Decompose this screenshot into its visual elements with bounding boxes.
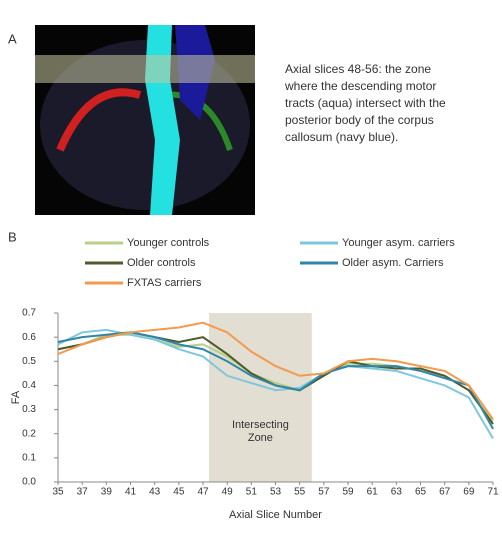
- y-tick-label: 0.6: [22, 332, 36, 343]
- x-tick-label: 39: [101, 487, 113, 498]
- y-tick-label: 0.0: [22, 477, 36, 488]
- y-tick-label: 0.2: [22, 428, 36, 439]
- x-tick-label: 45: [173, 487, 185, 498]
- legend-label: Older asym. Carriers: [342, 257, 444, 269]
- highlight-label: Intersecting: [232, 419, 289, 431]
- x-axis-label: Axial Slice Number: [229, 509, 322, 521]
- caption-line: callosum (navy blue).: [285, 130, 398, 144]
- x-tick-label: 65: [415, 487, 427, 498]
- x-tick-label: 59: [342, 487, 354, 498]
- legend-label: Older controls: [127, 257, 196, 269]
- y-tick-label: 0.1: [22, 452, 36, 463]
- x-tick-label: 41: [125, 487, 137, 498]
- panel-label: B: [8, 229, 17, 244]
- x-tick-label: 53: [270, 487, 282, 498]
- x-tick-label: 49: [222, 487, 234, 498]
- caption-line: tracts (aqua) intersect with the: [285, 96, 446, 110]
- y-tick-label: 0.4: [22, 380, 36, 391]
- x-tick-label: 47: [197, 487, 209, 498]
- x-tick-label: 63: [391, 487, 403, 498]
- caption-line: Axial slices 48-56: the zone: [285, 62, 431, 76]
- x-tick-label: 71: [487, 487, 499, 498]
- x-tick-label: 61: [367, 487, 379, 498]
- caption-line: where the descending motor: [284, 79, 436, 93]
- brain-image: [35, 25, 255, 215]
- legend-label: Younger asym. carriers: [342, 237, 455, 249]
- highlight-label: Zone: [248, 432, 273, 444]
- x-tick-label: 67: [439, 487, 451, 498]
- y-axis-label: FA: [10, 390, 22, 404]
- y-tick-label: 0.7: [22, 308, 36, 319]
- x-tick-label: 51: [246, 487, 258, 498]
- y-tick-label: 0.5: [22, 356, 36, 367]
- legend-label: FXTAS carriers: [127, 277, 202, 289]
- legend-label: Younger controls: [127, 237, 210, 249]
- x-tick-label: 69: [463, 487, 475, 498]
- x-tick-label: 43: [149, 487, 161, 498]
- y-tick-label: 0.3: [22, 404, 36, 415]
- figure: A B Axial slices 48-56: the zone where th…: [0, 0, 502, 548]
- x-tick-label: 57: [318, 487, 330, 498]
- panel-label: A: [8, 31, 17, 46]
- caption-line: posterior body of the corpus: [285, 113, 434, 127]
- highlight-zone: [209, 313, 312, 482]
- x-tick-label: 37: [77, 487, 89, 498]
- x-tick-label: 55: [294, 487, 306, 498]
- x-tick-label: 35: [52, 487, 64, 498]
